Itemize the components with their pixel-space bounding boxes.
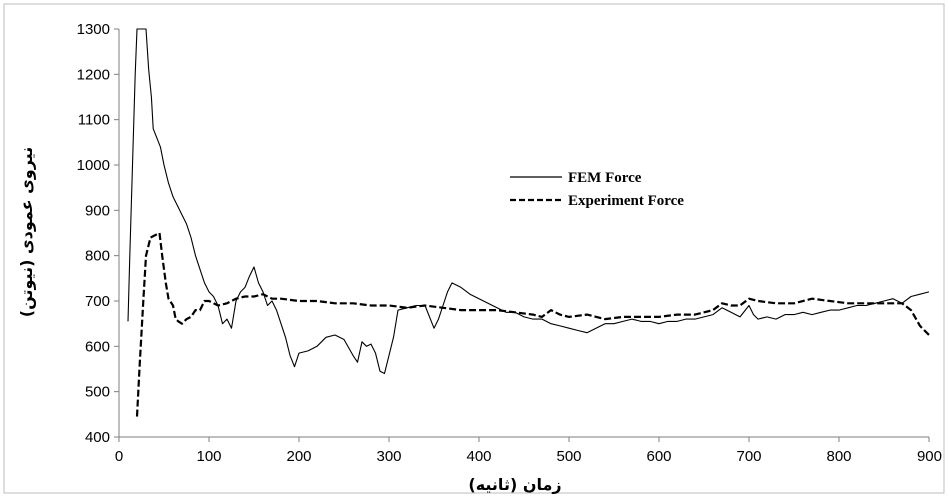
x-tick-label: 300 bbox=[376, 448, 401, 465]
series-layer bbox=[127, 28, 930, 417]
legend-label-fem: FEM Force bbox=[568, 170, 642, 186]
x-tick-layer: 0 100 200 300 400 500 600 700 800 900 bbox=[115, 437, 942, 465]
y-tick-label: 900 bbox=[85, 202, 110, 219]
y-tick-label: 800 bbox=[85, 248, 110, 265]
x-tick-label: 100 bbox=[196, 448, 221, 465]
x-tick-label: 500 bbox=[556, 448, 581, 465]
y-tick-label: 700 bbox=[85, 293, 110, 310]
legend-label-experiment: Experiment Force bbox=[568, 193, 684, 209]
series-line-experiment-force bbox=[135, 231, 930, 417]
x-axis-title: زمان (ثانیه) bbox=[468, 475, 561, 494]
y-tick-label: 1100 bbox=[78, 112, 110, 129]
legend: FEM Force Experiment Force bbox=[510, 170, 684, 209]
x-tick-label: 800 bbox=[826, 448, 851, 465]
x-tick-label: 700 bbox=[736, 448, 761, 465]
y-axis-title: نیروی عمودی (نیوتن) bbox=[17, 147, 36, 317]
x-tick-label: 900 bbox=[917, 448, 942, 465]
y-tick-label: 600 bbox=[85, 338, 110, 355]
y-tick-label: 1000 bbox=[77, 157, 110, 174]
y-tick-label: 1200 bbox=[77, 66, 110, 83]
y-tick-label: 400 bbox=[85, 429, 110, 446]
x-tick-label: 400 bbox=[466, 448, 491, 465]
x-tick-label: 600 bbox=[646, 448, 671, 465]
chart-area-border bbox=[3, 3, 945, 494]
y-tick-layer: 400 500 600 700 800 900 1000 1100 1200 1300 bbox=[77, 21, 119, 446]
x-tick-label: 200 bbox=[286, 448, 311, 465]
y-tick-label: 1300 bbox=[77, 21, 110, 38]
y-tick-label: 500 bbox=[85, 384, 110, 401]
x-tick-label: 0 bbox=[115, 448, 123, 465]
